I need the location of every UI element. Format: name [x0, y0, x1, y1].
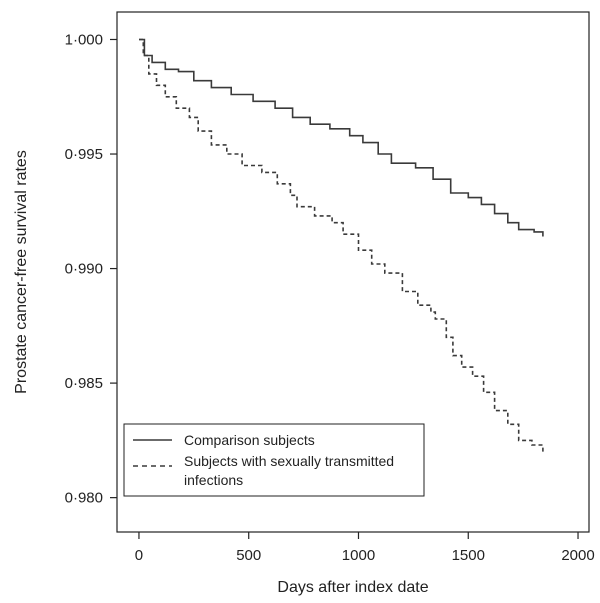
legend: Comparison subjects Subjects with sexual…	[123, 423, 425, 497]
x-tick-label: 500	[236, 547, 261, 564]
y-tick-label: 1·000	[65, 31, 103, 48]
legend-label-comparison: Comparison subjects	[184, 432, 315, 448]
plot-frame	[116, 11, 590, 533]
x-tick-label: 1000	[342, 547, 375, 564]
legend-label-sti-line2: infections	[184, 472, 243, 488]
x-tick-label: 1500	[452, 547, 485, 564]
x-axis-title: Days after index date	[277, 579, 428, 596]
y-axis-ticks: 0·980 0·985 0·990 0·995 1·000	[65, 31, 117, 507]
y-tick-label: 0·985	[65, 375, 103, 392]
legend-box	[123, 423, 425, 497]
y-tick-label: 0·990	[65, 261, 103, 278]
x-tick-label: 0	[135, 547, 143, 564]
legend-label-sti-line1: Subjects with sexually transmitted	[184, 453, 394, 469]
y-axis-title: Prostate cancer-free survival rates	[13, 150, 30, 394]
y-tick-label: 0·980	[65, 490, 103, 507]
x-tick-label: 2000	[561, 547, 594, 564]
series-layer	[139, 38, 544, 455]
y-tick-label: 0·995	[65, 146, 103, 163]
sti-subjects-line	[139, 38, 544, 455]
comparison-subjects-line	[139, 38, 544, 237]
x-axis-ticks: 0 500 1000 1500 2000	[135, 532, 595, 564]
